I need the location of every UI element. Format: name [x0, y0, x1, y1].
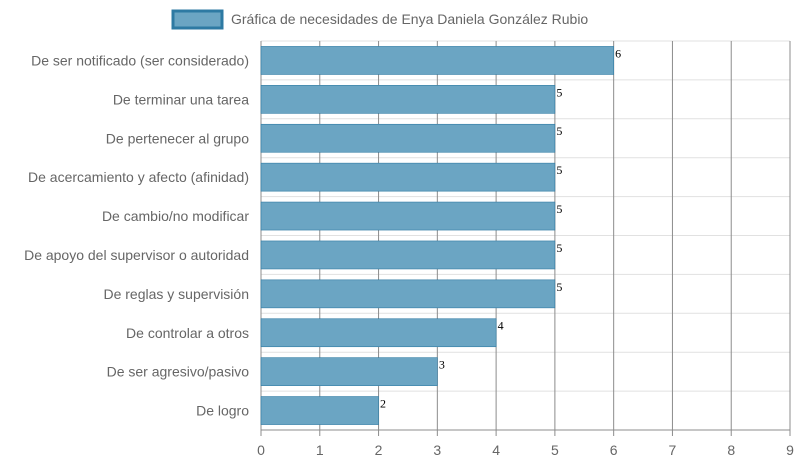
legend-swatch[interactable]: [171, 9, 224, 30]
x-tick-label: 8: [727, 442, 735, 458]
data-label: 2: [380, 397, 386, 411]
x-tick-label: 3: [433, 442, 441, 458]
data-label: 5: [556, 241, 562, 255]
category-label: De ser agresivo/pasivo: [107, 364, 250, 380]
data-label: 4: [498, 319, 504, 333]
category-label: De apoyo del supervisor o autoridad: [24, 247, 249, 263]
legend[interactable]: Gráfica de necesidades de Enya Daniela G…: [171, 9, 588, 30]
bar[interactable]: [260, 201, 556, 231]
x-tick-label: 6: [610, 442, 618, 458]
bar[interactable]: [260, 162, 556, 192]
category-label: De controlar a otros: [126, 325, 249, 341]
x-tick-label: 0: [257, 442, 265, 458]
label-layer: 0 1 2 3 4 5 6 7 8 9 De ser notificado (ser conside…: [24, 46, 794, 458]
data-label: 5: [556, 202, 562, 216]
data-label: 3: [439, 358, 445, 372]
x-tick-label: 7: [669, 442, 677, 458]
x-tick-label: 1: [316, 442, 324, 458]
legend-label[interactable]: Gráfica de necesidades de Enya Daniela G…: [231, 11, 588, 27]
bar[interactable]: [260, 123, 556, 153]
bar[interactable]: [260, 279, 556, 309]
data-label: 5: [556, 85, 562, 99]
category-label: De terminar una tarea: [113, 91, 249, 107]
x-tick-label: 9: [786, 442, 794, 458]
category-label: De cambio/no modificar: [102, 208, 249, 224]
category-label: De acercamiento y afecto (afinidad): [28, 169, 249, 185]
category-label: De reglas y supervisión: [103, 286, 249, 302]
bar[interactable]: [260, 318, 497, 348]
bar[interactable]: [260, 85, 556, 114]
data-label: 5: [556, 163, 562, 177]
x-tick-label: 2: [375, 442, 383, 458]
bar[interactable]: [260, 357, 438, 386]
category-label: De logro: [196, 403, 249, 419]
bar[interactable]: [260, 396, 379, 425]
data-label: 6: [615, 46, 621, 60]
data-label: 5: [556, 124, 562, 138]
x-tick-label: 4: [492, 442, 500, 458]
bar[interactable]: [260, 240, 556, 270]
bar-layer: [260, 46, 614, 425]
bar[interactable]: [260, 46, 614, 75]
data-label: 5: [556, 280, 562, 294]
x-tick-label: 5: [551, 442, 559, 458]
category-label: De ser notificado (ser considerado): [31, 52, 249, 68]
category-label: De pertenecer al grupo: [106, 130, 249, 146]
